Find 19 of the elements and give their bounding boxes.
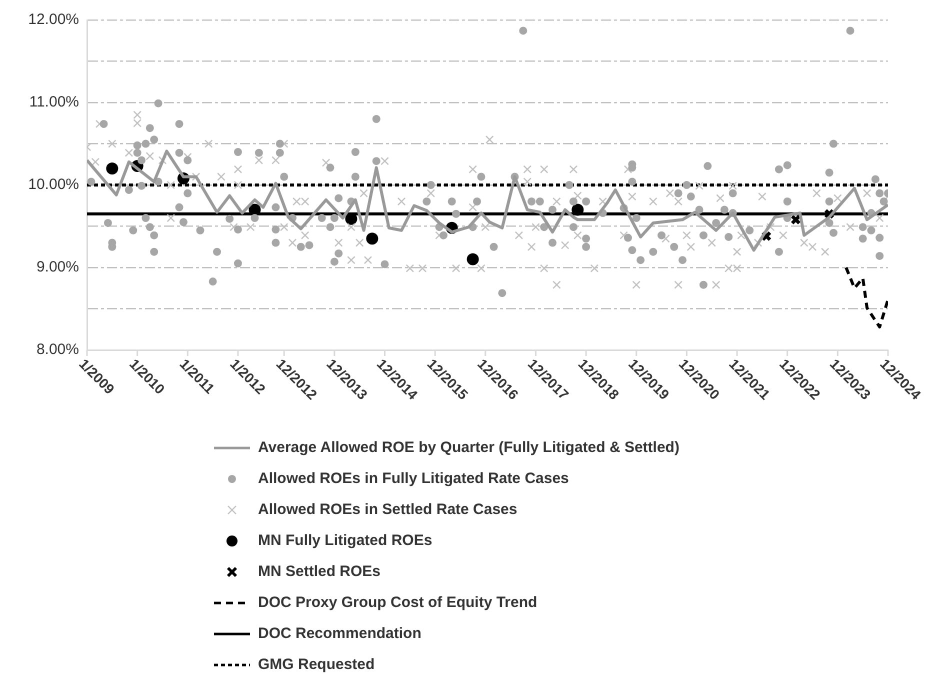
line-series [844,266,888,328]
legend-label: Allowed ROEs in Fully Litigated Rate Cases [258,470,569,487]
y-tick-label: 11.00% [29,94,79,111]
point [106,162,118,174]
y-tick-label: 12.00% [28,11,79,28]
point [366,232,378,245]
y-tick-label: 10.00% [28,176,79,194]
legend-label: MN Fully Litigated ROEs [258,532,432,549]
point [466,253,479,266]
legend-label: MN Settled ROEs [258,563,381,580]
y-tick-label: 8.00% [36,341,79,358]
legend-label: DOC Recommendation [258,625,422,642]
point [572,204,584,216]
legend-label: DOC Proxy Group Cost of Equity Trend [258,594,538,611]
point [790,214,802,225]
legend-label: Average Allowed ROE by Quarter (Fully Litigated & Settled) [258,439,680,456]
y-tick-label: 9.00% [36,258,79,276]
legend-label: Allowed ROEs in Settled Rate Cases [258,501,518,518]
legend-label: GMG Requested [258,656,375,673]
